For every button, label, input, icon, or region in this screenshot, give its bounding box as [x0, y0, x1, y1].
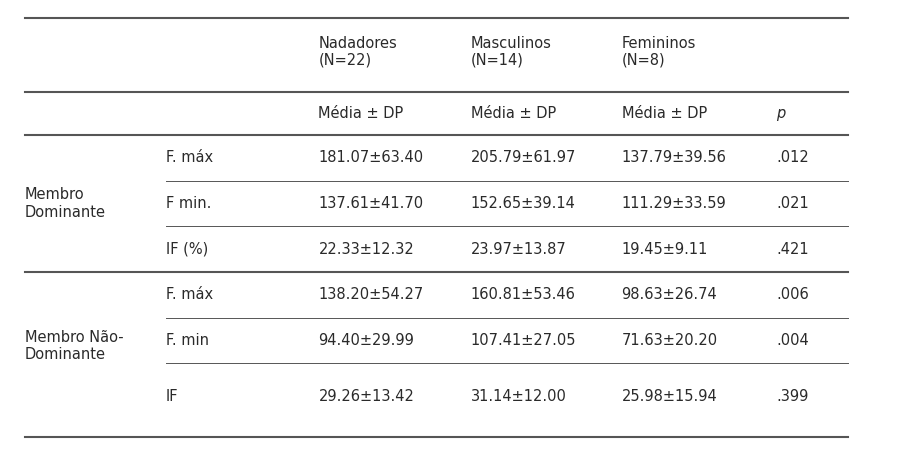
- Text: 181.07±63.40: 181.07±63.40: [318, 150, 423, 166]
- Text: 138.20±54.27: 138.20±54.27: [318, 287, 423, 302]
- Text: p: p: [776, 106, 785, 121]
- Text: F. máx: F. máx: [166, 287, 213, 302]
- Text: .421: .421: [776, 242, 808, 257]
- Text: Masculinos
(N=14): Masculinos (N=14): [471, 36, 552, 68]
- Text: .021: .021: [776, 196, 809, 211]
- Text: 137.79±39.56: 137.79±39.56: [622, 150, 727, 166]
- Text: 71.63±20.20: 71.63±20.20: [622, 333, 718, 348]
- Text: F. máx: F. máx: [166, 150, 213, 166]
- Text: Média ± DP: Média ± DP: [471, 106, 556, 121]
- Text: IF: IF: [166, 389, 179, 405]
- Text: 205.79±61.97: 205.79±61.97: [471, 150, 576, 166]
- Text: F min.: F min.: [166, 196, 212, 211]
- Text: 19.45±9.11: 19.45±9.11: [622, 242, 708, 257]
- Text: 22.33±12.32: 22.33±12.32: [318, 242, 414, 257]
- Text: Média ± DP: Média ± DP: [622, 106, 707, 121]
- Text: .004: .004: [776, 333, 809, 348]
- Text: Membro
Dominante: Membro Dominante: [25, 187, 106, 220]
- Text: .012: .012: [776, 150, 809, 166]
- Text: 25.98±15.94: 25.98±15.94: [622, 389, 718, 405]
- Text: .399: .399: [776, 389, 808, 405]
- Text: F. min: F. min: [166, 333, 209, 348]
- Text: .006: .006: [776, 287, 809, 302]
- Text: Femininos
(N=8): Femininos (N=8): [622, 36, 696, 68]
- Text: 111.29±33.59: 111.29±33.59: [622, 196, 727, 211]
- Text: Nadadores
(N=22): Nadadores (N=22): [318, 36, 397, 68]
- Text: Membro Não-
Dominante: Membro Não- Dominante: [25, 329, 124, 362]
- Text: 137.61±41.70: 137.61±41.70: [318, 196, 423, 211]
- Text: 94.40±29.99: 94.40±29.99: [318, 333, 414, 348]
- Text: 107.41±27.05: 107.41±27.05: [471, 333, 577, 348]
- Text: 160.81±53.46: 160.81±53.46: [471, 287, 576, 302]
- Text: IF (%): IF (%): [166, 242, 208, 257]
- Text: 152.65±39.14: 152.65±39.14: [471, 196, 576, 211]
- Text: 98.63±26.74: 98.63±26.74: [622, 287, 718, 302]
- Text: 29.26±13.42: 29.26±13.42: [318, 389, 414, 405]
- Text: Média ± DP: Média ± DP: [318, 106, 404, 121]
- Text: 23.97±13.87: 23.97±13.87: [471, 242, 567, 257]
- Text: 31.14±12.00: 31.14±12.00: [471, 389, 567, 405]
